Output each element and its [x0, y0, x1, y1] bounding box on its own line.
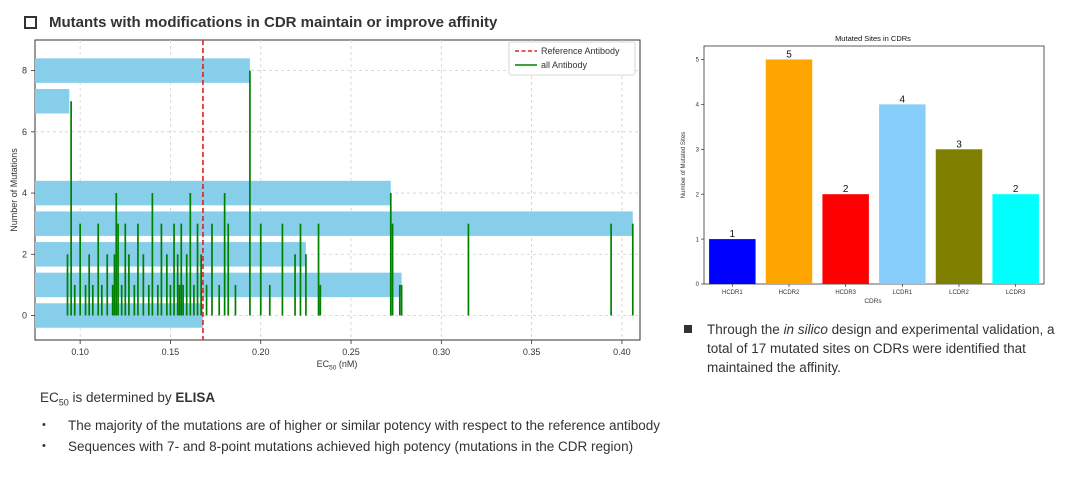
chart2-plot-frame [703, 45, 1045, 285]
chart1-x-tick-label: 0.15 [162, 347, 180, 357]
cdr-value-label: 3 [956, 139, 962, 150]
cdr-value-label: 1 [730, 229, 736, 240]
chart1-xlabel-sub: 50 [329, 365, 337, 372]
chart2-y-tick-label: 5 [696, 58, 700, 64]
ec-mid: is determined by [68, 390, 176, 405]
chart1-x-tick-label: 0.35 [523, 347, 541, 357]
cdr-bar [709, 239, 756, 284]
ec50-method-line: EC50 is determined by ELISA [40, 390, 690, 408]
mutation-count-bar [35, 88, 70, 114]
mutated-sites-chart: Mutated Sites in CDRs 1 HCDR1 5 HCDR2 2 HCDR3… [681, 34, 1045, 305]
chart1-antibody-lines [66, 70, 634, 316]
chart1-y-tick-label: 4 [22, 188, 27, 198]
cdr-bar [992, 194, 1039, 284]
chart2-y-tick-label: 2 [696, 192, 700, 198]
chart2-y-axis-label: Number of Mutated Sites [681, 132, 687, 198]
legend-all-antibody-label: all Antibody [541, 60, 588, 70]
notes-bullet-list: The majority of the mutations are of hig… [40, 416, 690, 456]
right-note-italic: in silico [783, 322, 828, 337]
ec50-mutations-chart: 0.10 0.15 0.20 0.25 0.30 0.35 0.40 0 2 4 6 8 EC50 … [9, 39, 641, 372]
ec-prefix: EC [40, 390, 59, 405]
note-bullet-1: The majority of the mutations are of hig… [40, 416, 690, 435]
chart2-x-axis-label: CDRs [864, 298, 882, 305]
chart2-y-tick-label: 1 [696, 237, 700, 243]
chart1-x-tick-label: 0.10 [71, 347, 89, 357]
chart2-x-tick-label: LCDR1 [892, 290, 912, 296]
square-bullet-icon [24, 16, 37, 29]
chart1-legend-box [508, 41, 636, 76]
cdr-value-label: 2 [843, 184, 849, 195]
mutation-count-bar [35, 211, 633, 236]
chart2-bars: 1 HCDR1 5 HCDR2 2 HCDR3 4 LCDR1 3 LCDR2 2 LCDR3 [709, 49, 1039, 296]
chart1-y-axis-label: Number of Mutations [9, 148, 19, 232]
chart1-x-tick-label: 0.25 [342, 347, 360, 357]
page-title: Mutants with modifications in CDR mainta… [49, 14, 498, 31]
chart1-y-tick-label: 2 [22, 249, 27, 259]
notes-section: EC50 is determined by ELISA The majority… [40, 390, 690, 458]
chart1-y-ticks: 0 2 4 6 8 [22, 66, 35, 321]
cdr-bar [879, 104, 926, 285]
chart1-y-tick-label: 6 [22, 127, 27, 137]
chart1-x-tick-label: 0.30 [433, 347, 451, 357]
section-header: Mutants with modifications in CDR mainta… [24, 14, 497, 31]
chart1-x-ticks: 0.10 0.15 0.20 0.25 0.30 0.35 0.40 [71, 340, 631, 357]
mutation-count-bar [35, 303, 203, 328]
right-note-post: design and experimental validation, a to… [707, 322, 1055, 375]
square-bullet-icon [684, 325, 692, 333]
ec-method-bold: ELISA [175, 390, 216, 405]
chart1-y-tick-label: 0 [22, 311, 27, 321]
chart2-x-tick-label: HCDR3 [835, 290, 856, 296]
chart1-legend: Reference Antibody all Antibody [508, 41, 636, 76]
mutation-count-bar [35, 180, 391, 206]
chart2-x-tick-label: LCDR2 [949, 290, 969, 296]
chart2-x-tick-label: HCDR1 [722, 290, 743, 296]
chart2-y-tick-label: 0 [696, 282, 700, 288]
chart1-xlabel-unit: (nM) [336, 359, 357, 369]
cdr-bar [822, 194, 869, 284]
cdr-bar [935, 149, 983, 284]
right-summary-text: Through the in silico design and experim… [684, 320, 1074, 377]
chart2-x-tick-label: HCDR2 [779, 290, 800, 296]
mutation-count-bar [35, 272, 402, 298]
legend-reference-label: Reference Antibody [541, 46, 620, 56]
chart1-x-axis-label: EC50 (nM) [317, 359, 358, 372]
chart1-xlabel-main: EC [317, 359, 330, 369]
cdr-value-label: 5 [786, 49, 792, 60]
cdr-bar [765, 59, 813, 285]
note-bullet-2: Sequences with 7- and 8-point mutations … [40, 437, 690, 456]
chart2-title: Mutated Sites in CDRs [835, 34, 911, 43]
chart1-y-tick-label: 8 [22, 66, 27, 76]
chart2-x-tick-label: LCDR3 [1006, 290, 1026, 296]
cdr-value-label: 4 [900, 94, 906, 105]
chart2-y-tick-label: 3 [696, 147, 700, 153]
chart1-x-tick-label: 0.40 [613, 347, 631, 357]
ec-sub: 50 [58, 397, 69, 408]
mutation-count-bar [35, 58, 250, 83]
chart2-y-tick-label: 4 [696, 103, 700, 109]
cdr-value-label: 2 [1013, 184, 1019, 195]
right-summary-note: Through the in silico design and experim… [684, 320, 1074, 377]
chart2-y-ticks: 0 1 2 3 4 5 [696, 58, 704, 288]
right-note-pre: Through the [707, 322, 784, 337]
chart1-x-tick-label: 0.20 [252, 347, 270, 357]
mutation-count-bar [35, 242, 306, 267]
